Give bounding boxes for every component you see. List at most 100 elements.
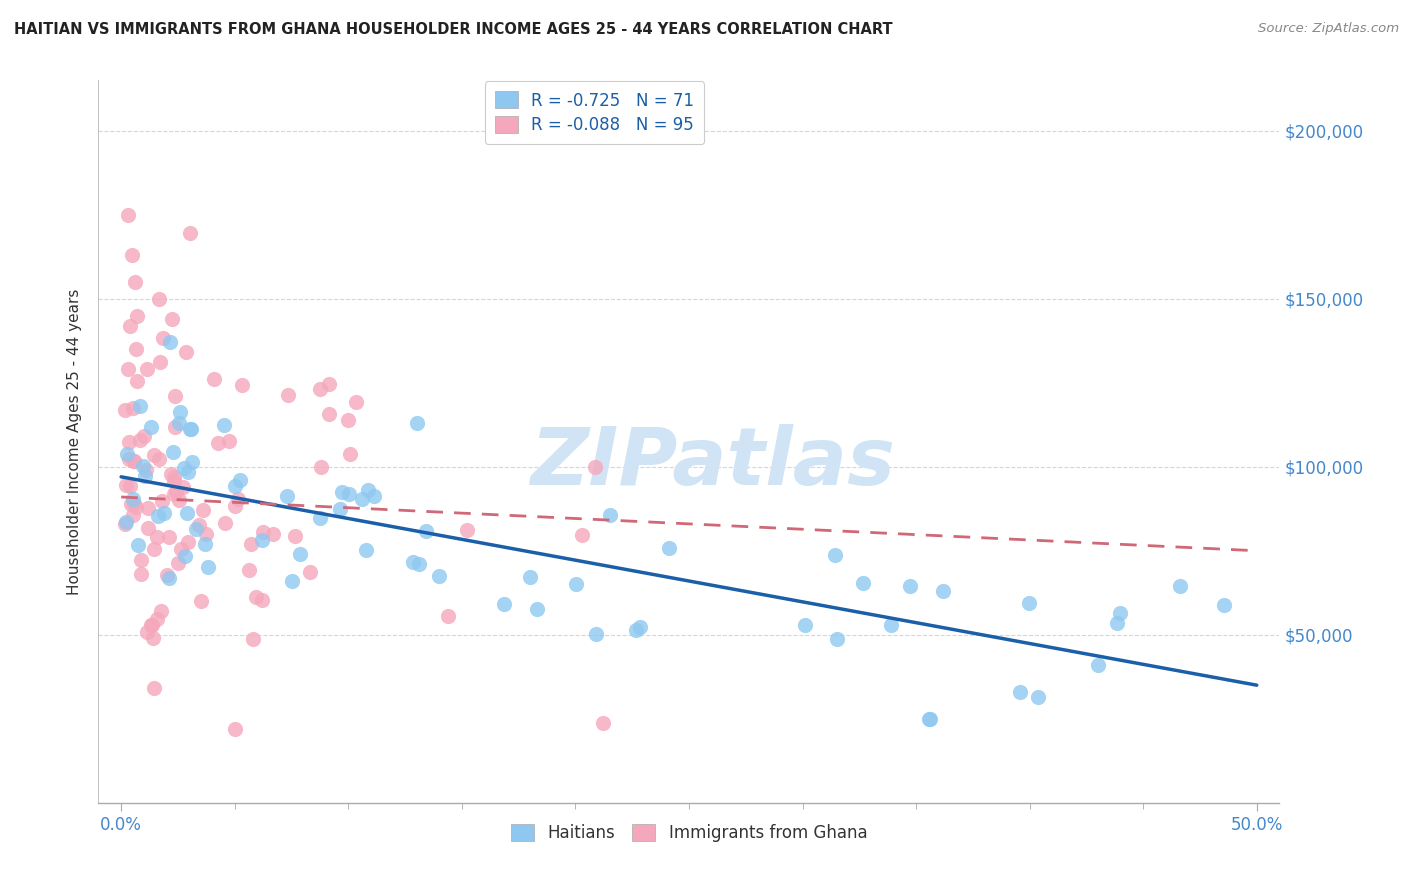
Point — [159, 334, 181, 349]
Point — [146, 509, 169, 524]
Point — [169, 404, 191, 418]
Point — [181, 455, 204, 469]
Point — [162, 470, 184, 484]
Point — [405, 416, 427, 430]
Point — [165, 420, 187, 434]
Point — [344, 395, 367, 409]
Point — [918, 712, 941, 726]
Point — [129, 553, 152, 567]
Point — [252, 524, 274, 539]
Point — [125, 342, 148, 356]
Text: HAITIAN VS IMMIGRANTS FROM GHANA HOUSEHOLDER INCOME AGES 25 - 44 YEARS CORRELATI: HAITIAN VS IMMIGRANTS FROM GHANA HOUSEHO… — [14, 22, 893, 37]
Point — [163, 486, 186, 500]
Point — [149, 604, 172, 618]
Point — [146, 530, 169, 544]
Point — [194, 537, 217, 551]
Point — [122, 401, 145, 415]
Point — [153, 506, 176, 520]
Point — [143, 542, 166, 557]
Point — [242, 632, 264, 646]
Point — [456, 523, 478, 537]
Point — [197, 559, 219, 574]
Point — [134, 469, 156, 483]
Point — [318, 407, 340, 421]
Point — [427, 568, 450, 582]
Point — [212, 418, 235, 433]
Point — [318, 376, 340, 391]
Point — [125, 374, 148, 388]
Point — [173, 460, 195, 475]
Point — [195, 527, 218, 541]
Point — [224, 499, 246, 513]
Point — [880, 618, 903, 632]
Point — [120, 497, 142, 511]
Point — [202, 372, 225, 386]
Point — [311, 460, 333, 475]
Point — [142, 631, 165, 645]
Point — [825, 632, 848, 646]
Point — [565, 576, 588, 591]
Point — [141, 617, 163, 632]
Point — [329, 501, 352, 516]
Point — [125, 309, 148, 323]
Point — [309, 383, 332, 397]
Point — [118, 434, 141, 449]
Point — [229, 473, 252, 487]
Point — [179, 422, 201, 436]
Point — [121, 248, 143, 262]
Point — [150, 494, 173, 508]
Point — [252, 593, 274, 607]
Point — [114, 516, 136, 531]
Point — [250, 533, 273, 547]
Point — [165, 485, 187, 500]
Point — [932, 584, 955, 599]
Point — [280, 574, 302, 588]
Point — [628, 620, 651, 634]
Point — [1087, 657, 1109, 672]
Point — [163, 475, 186, 489]
Point — [173, 549, 195, 563]
Point — [135, 624, 157, 639]
Point — [167, 557, 190, 571]
Point — [167, 416, 190, 430]
Point — [124, 275, 146, 289]
Point — [299, 566, 322, 580]
Point — [356, 543, 378, 558]
Point — [231, 377, 253, 392]
Point — [177, 535, 200, 549]
Point — [148, 451, 170, 466]
Point — [793, 618, 815, 632]
Point — [900, 579, 922, 593]
Point — [284, 529, 307, 543]
Point — [117, 447, 139, 461]
Point — [337, 487, 360, 501]
Point — [134, 429, 156, 443]
Point — [585, 626, 607, 640]
Point — [177, 465, 200, 479]
Point — [136, 521, 159, 535]
Point — [122, 491, 145, 506]
Point — [148, 292, 170, 306]
Point — [626, 623, 648, 637]
Point — [519, 569, 541, 583]
Point — [176, 506, 198, 520]
Y-axis label: Householder Income Ages 25 - 44 years: Householder Income Ages 25 - 44 years — [66, 288, 82, 595]
Point — [125, 500, 148, 514]
Point — [494, 597, 516, 611]
Point — [526, 601, 548, 615]
Point — [115, 515, 138, 529]
Point — [129, 399, 152, 413]
Point — [132, 459, 155, 474]
Point — [157, 572, 180, 586]
Point — [152, 331, 174, 345]
Point — [179, 226, 201, 240]
Point — [352, 491, 374, 506]
Point — [824, 548, 846, 562]
Point — [415, 524, 437, 539]
Point — [437, 609, 460, 624]
Point — [142, 681, 165, 695]
Point — [240, 536, 263, 550]
Point — [122, 497, 145, 511]
Point — [408, 557, 430, 571]
Point — [224, 479, 246, 493]
